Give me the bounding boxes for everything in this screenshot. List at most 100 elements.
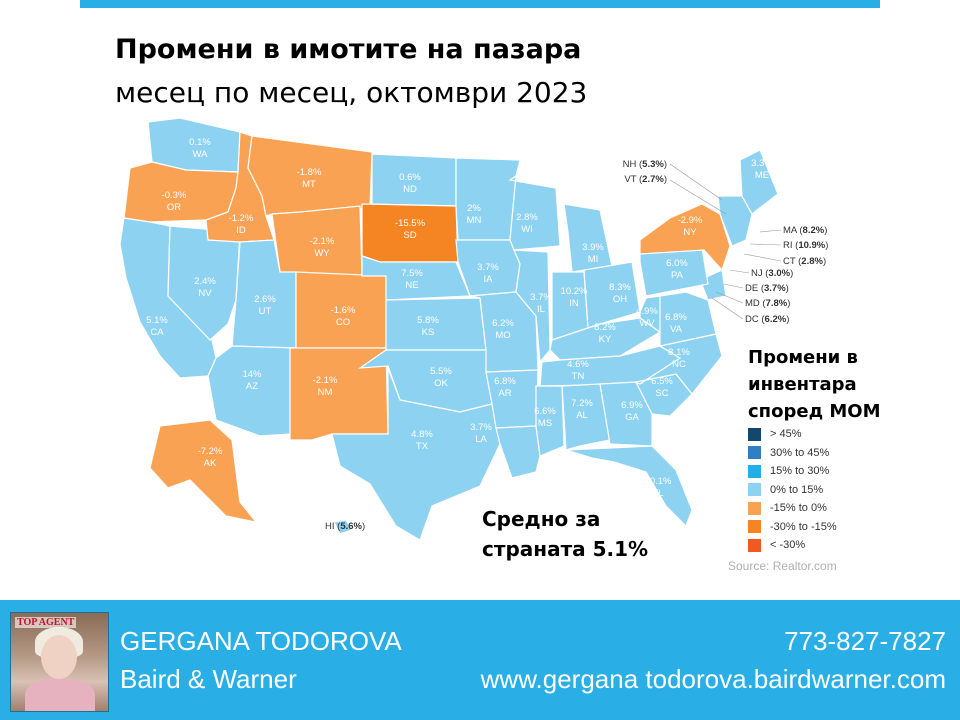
legend-item: 15% to 30%: [748, 462, 837, 481]
state-abbr-CO: CO: [336, 317, 350, 328]
legend-title: Промени в инвентара според МОМ: [748, 347, 881, 422]
state-abbr-MT: MT: [302, 179, 316, 190]
state-abbr-KS: KS: [422, 327, 435, 338]
state-abbr-AK: AK: [204, 458, 217, 469]
state-abbr-OR: OR: [167, 202, 181, 213]
labels-layer: 0.1%WA -0.3%OR 5.1%CA 2.4%NV -1.2%ID -1.8%MT -…: [146, 137, 773, 499]
state-abbr-NE: NE: [405, 280, 418, 291]
callout-VT: VT (2.7%): [624, 174, 667, 185]
agent-footer: TOP AGENT GERGANA TODOROVA Baird & Warne…: [0, 600, 960, 720]
state-IL: [513, 249, 551, 364]
state-value-KY: 8.2%: [594, 322, 616, 333]
state-value-WA: 0.1%: [189, 137, 211, 148]
state-abbr-AL: AL: [576, 410, 588, 421]
legend-label: -15% to 0%: [770, 502, 827, 515]
state-abbr-WY: WY: [314, 248, 330, 259]
state-abbr-MN: MN: [467, 215, 482, 226]
source-note: Source: Realtor.com: [728, 559, 837, 573]
state-value-WI: 2.8%: [516, 212, 538, 223]
state-abbr-IL: IL: [537, 304, 545, 315]
callout-leader-line: [723, 283, 744, 289]
callout-NH: NH (5.3%): [623, 159, 667, 170]
state-value-AR: 6.8%: [494, 376, 516, 387]
state-NY: [639, 203, 731, 272]
state-abbr-NV: NV: [198, 288, 212, 299]
state-abbr-AR: AR: [498, 388, 511, 399]
state-value-AK: -7.2%: [198, 446, 223, 457]
state-abbr-ID: ID: [236, 225, 246, 236]
state-value-MI: 3.9%: [582, 242, 604, 253]
state-value-NE: 7.5%: [401, 268, 423, 279]
top-agent-logo: TOP AGENT: [15, 617, 77, 628]
callout-MA: MA (8.2%): [783, 225, 827, 236]
state-abbr-TX: TX: [416, 441, 429, 452]
legend-swatch: [748, 483, 761, 497]
state-abbr-FL: FL: [652, 488, 663, 499]
legend-swatch: [748, 446, 761, 460]
state-abbr-PA: PA: [671, 270, 684, 281]
state-AL: [561, 383, 611, 451]
state-value-VA: 6.8%: [665, 312, 687, 323]
state-abbr-WA: WA: [193, 149, 209, 160]
state-abbr-MS: MS: [538, 418, 552, 429]
legend-label: 30% to 45%: [770, 446, 830, 459]
legend-item: 30% to 45%: [748, 444, 837, 463]
callout-MD: MD (7.8%): [745, 298, 790, 309]
state-abbr-VA: VA: [670, 324, 683, 335]
callout-CT: CT (2.8%): [783, 256, 826, 267]
callout-leader-line: [669, 179, 727, 215]
state-GA: [599, 381, 653, 447]
agent-company: Baird & Warner: [120, 664, 297, 694]
state-abbr-SC: SC: [655, 388, 668, 399]
state-value-OH: 8.3%: [609, 282, 631, 293]
agent-phone[interactable]: 773-827-7827: [784, 626, 946, 656]
state-abbr-GA: GA: [625, 412, 639, 423]
state-HI: [333, 519, 353, 535]
state-abbr-TN: TN: [572, 371, 585, 382]
legend-swatch: [748, 427, 761, 441]
state-abbr-IA: IA: [484, 274, 494, 285]
state-NC: [634, 333, 723, 395]
state-ME: [739, 149, 779, 215]
state-value-ID: -1.2%: [229, 213, 254, 224]
state-abbr-NM: NM: [318, 387, 333, 398]
state-value-SD: -15.5%: [395, 218, 426, 229]
callout-leader-line: [759, 229, 782, 233]
legend-item: 0% to 15%: [748, 481, 837, 500]
state-value-IN: 10.2%: [561, 286, 588, 297]
agent-website[interactable]: www.gergana todorova.bairdwarner.com: [480, 664, 946, 694]
state-abbr-NC: NC: [672, 359, 686, 370]
state-MN: [455, 157, 521, 241]
callout-NJ: NJ (3.0%): [751, 268, 793, 279]
callout-DE: DE (3.7%): [745, 283, 789, 294]
state-value-TN: 4.6%: [567, 359, 589, 370]
top-accent-bar: [80, 0, 880, 8]
state-TX: [331, 367, 501, 541]
state-abbr-NY: NY: [683, 227, 697, 238]
legend-label: 15% to 30%: [770, 465, 830, 478]
photo-face: [41, 635, 77, 679]
state-abbr-AZ: AZ: [246, 381, 258, 392]
state-value-IL: 3.7%: [530, 292, 552, 303]
state-value-WY: -2.1%: [310, 236, 335, 247]
state-WV: [639, 295, 661, 334]
state-value-LA: 3.7%: [470, 422, 492, 433]
legend-swatch: [748, 538, 761, 552]
states-layer: [119, 117, 779, 541]
legend-item: -15% to 0%: [748, 499, 837, 518]
state-value-NY: -2.9%: [678, 215, 703, 226]
state-FL: [565, 445, 693, 528]
state-abbr-MI: MI: [588, 254, 599, 265]
state-value-AZ: 14%: [242, 369, 262, 380]
state-value-IA: 3.7%: [477, 262, 499, 273]
state-abbr-OH: OH: [613, 294, 627, 305]
callout-leader-line: [749, 243, 782, 246]
state-value-UT: 2.6%: [254, 294, 276, 305]
state-value-GA: 6.9%: [621, 400, 643, 411]
state-AK: [149, 419, 258, 523]
state-abbr-LA: LA: [475, 434, 487, 445]
state-value-NM: -2.1%: [313, 375, 338, 386]
state-abbr-WI: WI: [521, 224, 533, 235]
callout-leader-line: [743, 253, 782, 262]
state-value-NC: 8.1%: [668, 347, 690, 358]
